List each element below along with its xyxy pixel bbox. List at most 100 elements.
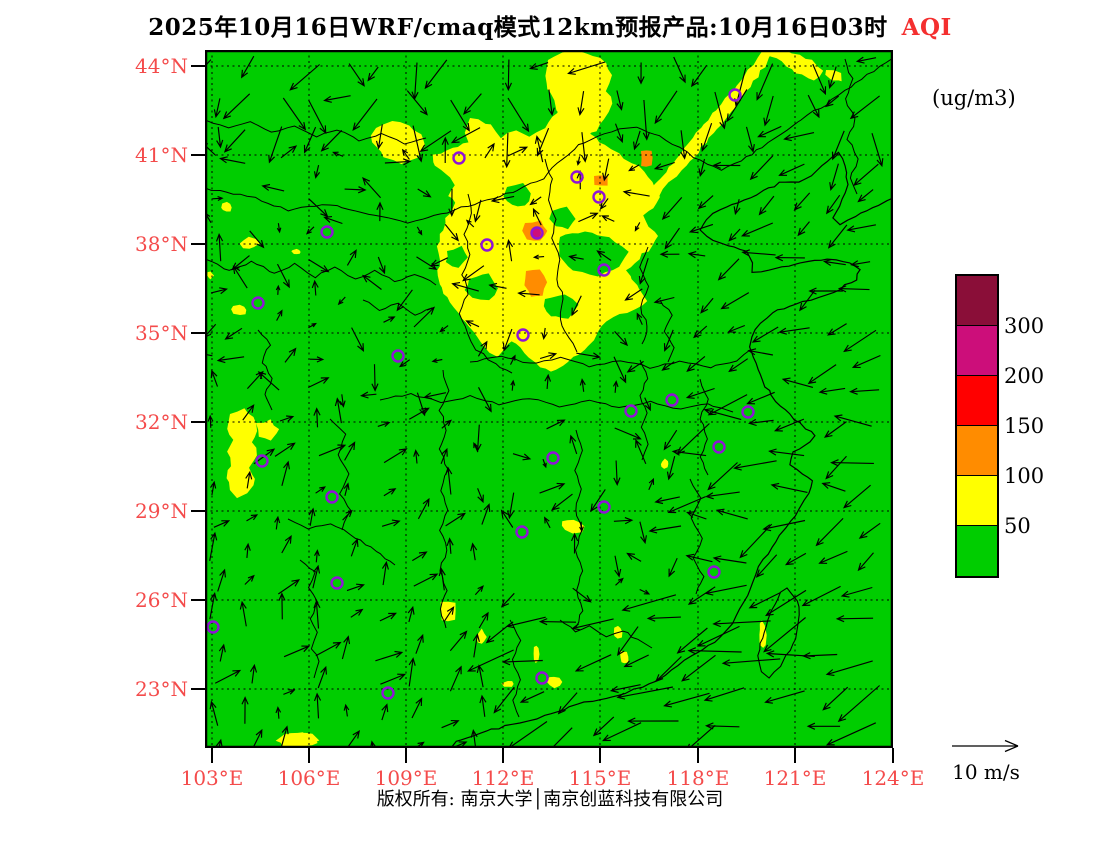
wind-vector	[401, 148, 410, 160]
wind-vector	[843, 329, 877, 353]
wind-vector	[503, 132, 511, 169]
province-boundary	[205, 57, 893, 224]
wind-vector	[216, 356, 245, 364]
aqi-magenta-spot	[531, 228, 541, 238]
wind-vector	[801, 585, 841, 607]
wind-vector	[502, 328, 513, 352]
wind-vector	[773, 418, 805, 432]
wind-vector	[615, 577, 624, 586]
wind-vector	[748, 591, 781, 609]
aqi-orange-region	[524, 269, 548, 297]
wind-scale-arrow	[952, 739, 1019, 753]
lat-tick-label: 38°N	[135, 232, 188, 256]
wind-vector	[778, 327, 810, 335]
island-outline	[757, 587, 800, 679]
wind-vector	[467, 649, 514, 672]
wind-vector	[700, 297, 714, 314]
lon-tick	[599, 748, 601, 763]
wind-vector	[686, 355, 706, 372]
wind-vector	[257, 371, 280, 391]
wind-vector	[339, 394, 346, 408]
wind-vector	[303, 126, 317, 154]
aqi-yellow-speck	[231, 304, 247, 315]
wind-vector	[707, 462, 738, 491]
wind-vector	[571, 295, 582, 317]
wind-vector	[613, 460, 621, 486]
wind-vector	[413, 306, 436, 328]
wind-vector	[622, 189, 650, 197]
lat-tick	[191, 599, 205, 601]
wind-vector	[381, 703, 389, 721]
wind-vector	[249, 230, 265, 249]
wind-vector	[323, 216, 343, 225]
wind-vector	[663, 692, 710, 708]
wind-vector	[655, 656, 682, 683]
wind-vector	[627, 717, 679, 725]
wind-vector	[476, 664, 484, 688]
wind-vector	[571, 618, 614, 631]
city-marker	[515, 525, 529, 539]
wind-vector	[577, 91, 585, 117]
lat-tick	[191, 243, 205, 245]
wind-vector	[309, 356, 325, 363]
wind-vector	[244, 542, 251, 558]
wind-vector	[808, 287, 843, 295]
wind-vector	[223, 129, 246, 153]
wind-vector	[542, 458, 547, 469]
wind-vector	[602, 158, 610, 182]
province-boundary	[205, 258, 437, 286]
wind-vector	[612, 380, 619, 393]
wind-vector	[799, 289, 816, 312]
wind-vector	[528, 62, 549, 70]
wind-vector	[375, 650, 404, 662]
wind-vector	[633, 130, 641, 151]
wind-vector	[807, 364, 837, 385]
city-marker	[597, 500, 611, 514]
wind-vector	[441, 419, 452, 429]
city-marker	[452, 151, 466, 165]
wind-vector	[315, 641, 342, 657]
wind-vector	[616, 686, 674, 700]
page-title: 2025年10月16日WRF/cmaq模式12km预报产品:10月16日03时 A…	[0, 8, 1100, 42]
wind-vector	[727, 324, 746, 333]
wind-vector	[544, 516, 551, 529]
wind-vector	[855, 56, 877, 64]
wind-vector	[616, 90, 624, 111]
wind-vector	[648, 477, 655, 491]
map-layers	[205, 50, 893, 748]
wind-vector	[444, 224, 459, 242]
aqi-yellow-speck	[275, 732, 320, 748]
province-boundary	[362, 299, 433, 316]
wind-vector	[825, 660, 873, 676]
wind-vector	[276, 223, 282, 234]
wind-vector	[445, 512, 466, 527]
wind-vector	[793, 192, 811, 211]
wind-vector	[308, 99, 327, 135]
wind-vector	[728, 228, 741, 242]
wind-vector	[519, 691, 545, 703]
legend-color-cell	[957, 476, 997, 526]
province-boundary	[639, 246, 650, 345]
wind-vector	[268, 126, 283, 164]
wind-vector	[276, 263, 290, 289]
province-boundary	[458, 193, 513, 374]
wind-vector	[551, 727, 573, 748]
lat-tick-label: 35°N	[135, 321, 188, 345]
wind-vector	[539, 352, 558, 360]
wind-vector	[751, 326, 779, 343]
wind-vector	[507, 97, 530, 133]
wind-vector	[756, 63, 774, 101]
aqi-yellow-region	[226, 408, 258, 499]
wind-vector	[323, 95, 351, 103]
wind-vector	[822, 686, 849, 711]
wind-vector	[733, 460, 777, 471]
wind-vector	[626, 360, 644, 373]
lon-tick	[211, 748, 213, 763]
wind-vector	[721, 658, 781, 667]
aqi-yellow-speck	[207, 271, 215, 280]
wind-vector	[833, 414, 872, 427]
wind-vector	[473, 199, 482, 223]
wind-vector	[768, 448, 805, 457]
wind-vector	[504, 59, 513, 92]
wind-vector	[601, 215, 615, 222]
